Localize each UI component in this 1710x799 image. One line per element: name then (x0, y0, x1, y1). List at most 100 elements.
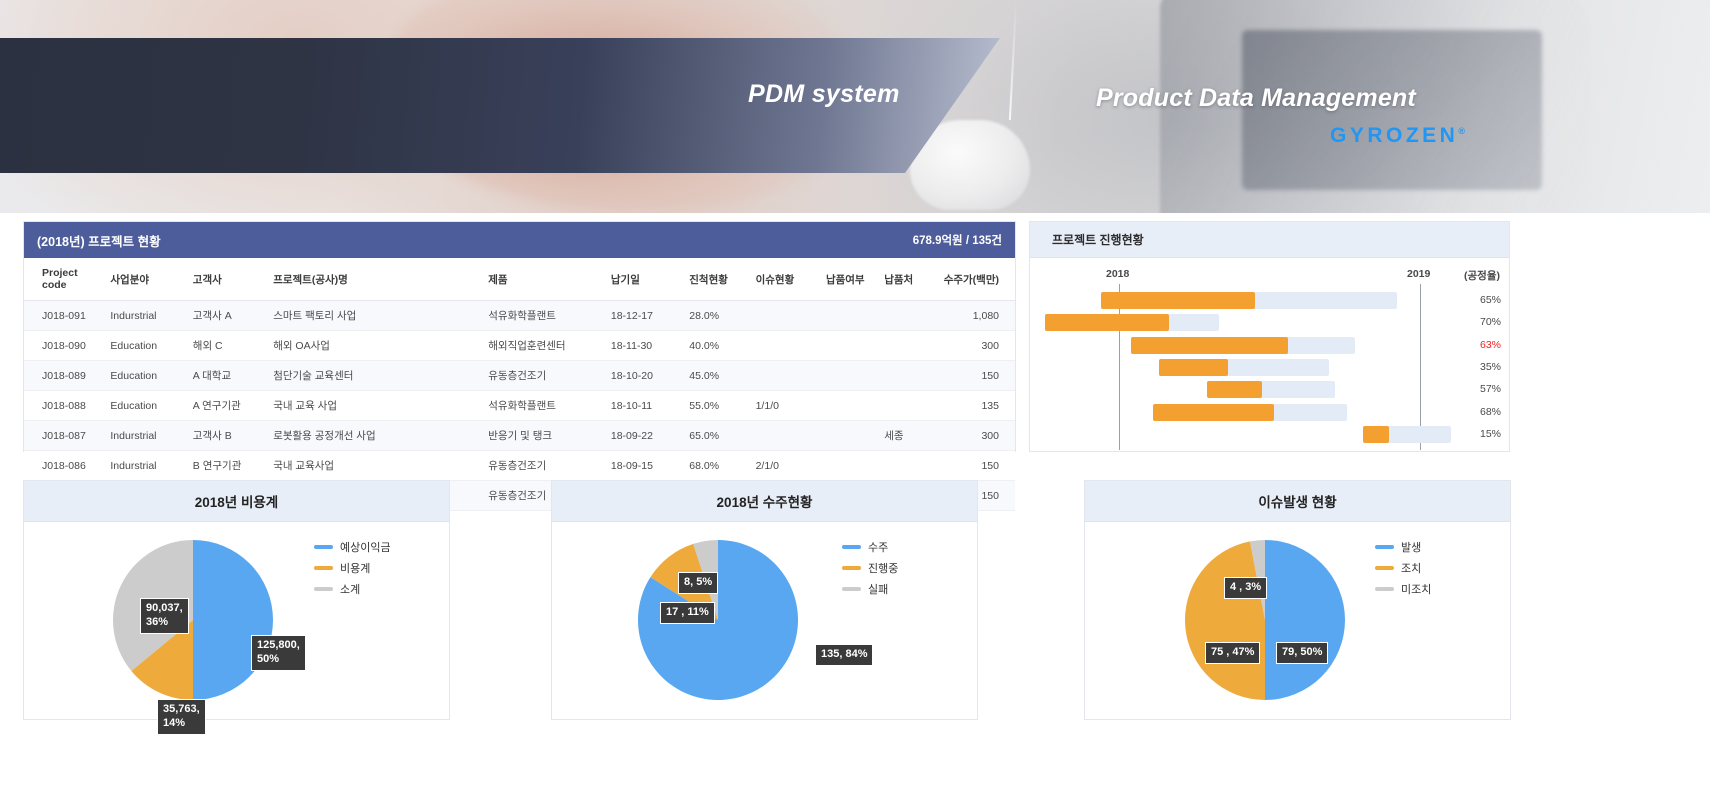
gantt-pct-header: (공정율) (1464, 270, 1500, 282)
cell-business-field: Indurstrial (104, 450, 187, 481)
cell-delivery-place (878, 300, 937, 331)
gantt-bar-row[interactable] (1363, 425, 1451, 443)
cell-delivered (819, 360, 879, 391)
gantt-bar-row[interactable] (1045, 314, 1219, 332)
cell-due-date: 18-12-17 (604, 300, 684, 331)
col-business-field[interactable]: 사업분야 (104, 258, 187, 301)
legend-item[interactable]: 비용계 (314, 560, 391, 576)
col-order-amount[interactable]: 수주가(백만) (936, 258, 1015, 301)
cell-customer: 해외 C (186, 330, 268, 361)
legend-item[interactable]: 소계 (314, 581, 391, 597)
gantt-bar-row[interactable] (1207, 381, 1335, 399)
legend-item[interactable]: 미조치 (1375, 581, 1431, 597)
cell-delivery-place (878, 330, 937, 361)
cell-product: 석유화학플랜트 (482, 300, 605, 331)
hero-banner: PDM system Product Data Management GYROZ… (0, 0, 1710, 213)
cell-customer: A 대학교 (186, 360, 268, 391)
pie-slice[interactable] (131, 620, 193, 700)
legend-item[interactable]: 예상이익금 (314, 539, 391, 555)
legend-item[interactable]: 실패 (842, 581, 898, 597)
cell-order-amount: 150 (936, 360, 1015, 391)
gantt-progress-percent: 15% (1479, 427, 1501, 440)
project-status-summary: 678.9억원 / 135건 (912, 235, 1002, 247)
col-project-name[interactable]: 프로젝트(공사)명 (267, 258, 483, 301)
cell-progress: 65.0% (683, 420, 750, 451)
gantt-track (1153, 403, 1347, 421)
cell-progress: 40.0% (683, 330, 750, 361)
cell-business-field: Education (104, 390, 187, 421)
gantt-track (1363, 425, 1451, 443)
gantt-progress-fill (1101, 292, 1255, 309)
gantt-track (1045, 314, 1219, 332)
gantt-chart: 2018 2019 (공정율) 65% 70% 63% 35% 57% 68% 15% (1030, 258, 1509, 452)
table-row[interactable]: J018-086 Indurstrial B 연구기관 국내 교육사업 유동층건조기 18… (24, 450, 1015, 481)
gantt-progress-percent: 70% (1479, 316, 1501, 329)
cell-issue (749, 330, 820, 361)
hero-dark-band (0, 38, 1000, 173)
legend-label: 예상이익금 (340, 542, 391, 554)
pie-data-label: 35,763, 14% (157, 699, 206, 735)
gantt-progress-percent: 68% (1479, 405, 1501, 418)
cell-issue (749, 420, 820, 451)
table-row[interactable]: J018-087 Indurstrial 고객사 B 로봇활용 공정개선 사업 반응기 … (24, 420, 1015, 451)
col-delivery-place[interactable]: 납품처 (878, 258, 937, 301)
gantt-bar-row[interactable] (1101, 292, 1397, 309)
pie-chart-cost: 125,800, 50% 35,763, 14% 90,037, 36% 예상이익금 비… (24, 522, 449, 735)
col-issue[interactable]: 이슈현황 (749, 258, 820, 301)
gantt-progress-percent: 65% (1479, 294, 1501, 306)
project-status-title: (2018년) 프로젝트 현황 (37, 234, 161, 249)
cell-delivery-place (878, 360, 937, 391)
gantt-bar-row[interactable] (1159, 358, 1329, 376)
table-row[interactable]: J018-090 Education 해외 C 해외 OA사업 해외직업훈련센터 18-1… (24, 330, 1015, 361)
pie-data-label: 90,037, 36% (140, 598, 189, 634)
page-title: PDM system (748, 80, 900, 108)
pie-svg (1184, 540, 1345, 700)
gantt-progress-percent: 63% (1479, 338, 1501, 351)
table-row[interactable]: J018-088 Education A 연구기관 국내 교육 사업 석유화학플랜트 18… (24, 390, 1015, 421)
table-row[interactable]: J018-089 Education A 대학교 첨단기술 교육센터 유동층건조기 18-… (24, 360, 1015, 391)
cell-project-code: J018-091 (24, 300, 105, 331)
col-product[interactable]: 제품 (482, 258, 605, 301)
cell-progress: 68.0% (683, 450, 750, 481)
col-project-code[interactable]: Project code (24, 258, 105, 301)
registered-mark-icon: ® (1458, 126, 1469, 136)
cell-progress: 45.0% (683, 360, 750, 391)
legend-swatch-icon (314, 545, 333, 549)
cell-customer: A 연구기관 (186, 390, 268, 421)
pie-slice[interactable] (1265, 540, 1345, 700)
cell-project-code: J018-086 (24, 450, 105, 481)
table-row[interactable]: J018-091 Indurstrial 고객사 A 스마트 팩토리 사업 석유화학플랜… (24, 300, 1015, 331)
gantt-bar-row[interactable] (1131, 336, 1355, 354)
gantt-bar-row[interactable] (1153, 403, 1347, 421)
cell-delivered (819, 450, 879, 481)
cell-progress: 28.0% (683, 300, 750, 331)
legend-item[interactable]: 진행중 (842, 560, 898, 576)
pie-svg (638, 540, 798, 700)
gantt-axis-label-2019: 2019 (1407, 268, 1431, 280)
cell-business-field: Education (104, 330, 187, 361)
chart-title-issues: 이슈발생 현황 (1258, 495, 1337, 510)
cell-project-code: J018-090 (24, 330, 105, 361)
pie-slice[interactable] (1184, 541, 1265, 700)
cell-project-name: 로봇활용 공정개선 사업 (267, 420, 483, 451)
legend-item[interactable]: 조치 (1375, 560, 1431, 576)
cell-project-name: 국내 교육 사업 (267, 390, 483, 421)
cell-product: 유동층건조기 (482, 360, 605, 391)
col-customer[interactable]: 고객사 (186, 258, 268, 301)
project-table-head: Project code 사업분야 고객사 프로젝트(공사)명 제품 납기일 진… (24, 258, 1015, 301)
legend-item[interactable]: 수주 (842, 539, 898, 555)
pie-slice[interactable] (193, 540, 273, 700)
col-progress[interactable]: 진척현황 (683, 258, 750, 301)
cell-product: 석유화학플랜트 (482, 390, 605, 421)
cell-delivered (819, 330, 879, 361)
cell-progress: 55.0% (683, 390, 750, 421)
col-delivered[interactable]: 납품여부 (819, 258, 879, 301)
cell-project-code: J018-088 (24, 390, 105, 421)
legend-label: 발생 (1401, 542, 1422, 554)
col-due-date[interactable]: 납기일 (604, 258, 684, 301)
cell-product: 유동층건조기 (482, 450, 605, 481)
cell-delivered (819, 300, 879, 331)
legend-item[interactable]: 발생 (1375, 539, 1431, 555)
